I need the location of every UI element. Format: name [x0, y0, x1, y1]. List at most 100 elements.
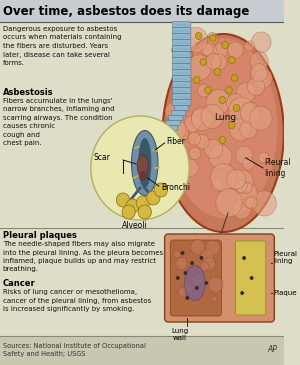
Circle shape — [229, 57, 235, 64]
Circle shape — [253, 191, 276, 216]
Circle shape — [189, 147, 201, 160]
Text: Asbestosis: Asbestosis — [3, 88, 53, 97]
Circle shape — [244, 197, 254, 208]
Ellipse shape — [169, 38, 277, 218]
Text: AP: AP — [267, 346, 277, 354]
Circle shape — [187, 55, 211, 81]
Circle shape — [226, 87, 232, 93]
Circle shape — [236, 146, 253, 164]
Circle shape — [205, 87, 211, 93]
FancyBboxPatch shape — [172, 82, 191, 88]
Circle shape — [204, 281, 208, 285]
Circle shape — [196, 135, 209, 149]
Circle shape — [246, 197, 257, 209]
Text: Fibers accumulate in the lungs'
narrow branches, inflaming and
scarring airways.: Fibers accumulate in the lungs' narrow b… — [3, 98, 114, 146]
Circle shape — [201, 104, 224, 128]
FancyBboxPatch shape — [172, 40, 191, 46]
Circle shape — [212, 296, 217, 302]
Circle shape — [176, 258, 187, 270]
Circle shape — [184, 116, 200, 132]
Circle shape — [172, 166, 189, 184]
Circle shape — [212, 179, 224, 191]
Circle shape — [209, 145, 232, 169]
Circle shape — [254, 68, 272, 88]
Text: Plaque: Plaque — [273, 290, 297, 296]
FancyBboxPatch shape — [0, 0, 284, 22]
Text: Pleural plaques: Pleural plaques — [3, 231, 77, 240]
Circle shape — [227, 94, 244, 112]
Circle shape — [122, 205, 135, 219]
FancyBboxPatch shape — [166, 120, 180, 126]
Circle shape — [186, 51, 193, 58]
Circle shape — [251, 32, 271, 53]
Circle shape — [188, 132, 200, 145]
Text: Pleural
lining: Pleural lining — [264, 158, 291, 178]
Circle shape — [233, 104, 240, 111]
Circle shape — [258, 152, 269, 163]
FancyBboxPatch shape — [170, 240, 221, 316]
FancyBboxPatch shape — [236, 241, 266, 315]
Ellipse shape — [131, 131, 158, 196]
Circle shape — [230, 119, 251, 141]
Ellipse shape — [137, 155, 148, 177]
Circle shape — [191, 109, 207, 126]
Text: Over time, asbestos does its damage: Over time, asbestos does its damage — [3, 4, 249, 18]
FancyBboxPatch shape — [172, 100, 191, 106]
FancyBboxPatch shape — [172, 58, 191, 64]
Text: Cancer: Cancer — [3, 279, 36, 288]
Circle shape — [178, 92, 185, 99]
Circle shape — [222, 42, 229, 49]
Circle shape — [184, 271, 187, 275]
Circle shape — [240, 103, 260, 123]
Circle shape — [172, 46, 178, 54]
Circle shape — [250, 64, 268, 81]
Circle shape — [138, 205, 152, 219]
Text: Bronchi: Bronchi — [161, 184, 190, 192]
Circle shape — [195, 32, 202, 39]
Circle shape — [228, 42, 243, 58]
Circle shape — [178, 288, 186, 296]
Text: Lung
wall: Lung wall — [171, 328, 188, 341]
FancyBboxPatch shape — [172, 76, 191, 82]
FancyBboxPatch shape — [172, 88, 191, 94]
Circle shape — [182, 37, 196, 52]
Circle shape — [195, 286, 199, 290]
Circle shape — [242, 157, 254, 170]
Circle shape — [242, 256, 246, 260]
Circle shape — [147, 191, 160, 205]
Ellipse shape — [184, 265, 205, 300]
FancyBboxPatch shape — [172, 28, 191, 34]
Circle shape — [191, 107, 213, 131]
FancyBboxPatch shape — [172, 64, 191, 70]
Circle shape — [226, 169, 245, 189]
FancyBboxPatch shape — [0, 336, 284, 365]
Circle shape — [165, 102, 182, 121]
Text: Alveoli: Alveoli — [122, 222, 148, 231]
Circle shape — [214, 69, 221, 76]
Circle shape — [229, 97, 253, 123]
Text: Risks of lung cancer or mesothelioma,
cancer of the pleural lining, from asbesto: Risks of lung cancer or mesothelioma, ca… — [3, 289, 151, 312]
FancyBboxPatch shape — [172, 46, 191, 52]
Text: Sources: National Institute of Occupational
Safety and Health; USGS: Sources: National Institute of Occupatio… — [3, 343, 146, 357]
Circle shape — [201, 249, 214, 263]
Circle shape — [211, 164, 236, 191]
Text: The needle-shaped fibers may also migrate
into the pleural lining. As the pleura: The needle-shaped fibers may also migrat… — [3, 241, 163, 273]
Circle shape — [173, 251, 180, 258]
Circle shape — [200, 256, 203, 260]
Circle shape — [216, 189, 242, 216]
FancyBboxPatch shape — [172, 22, 191, 28]
Circle shape — [184, 27, 208, 52]
FancyBboxPatch shape — [172, 111, 186, 115]
Circle shape — [212, 54, 227, 70]
Circle shape — [194, 77, 200, 84]
Circle shape — [181, 251, 184, 255]
Circle shape — [182, 159, 199, 177]
Circle shape — [250, 66, 268, 84]
Text: Fiber: Fiber — [167, 137, 185, 146]
Circle shape — [205, 240, 220, 256]
Circle shape — [206, 89, 230, 115]
Text: Dangerous exposure to asbestos
occurs when materials containing
the fibers are d: Dangerous exposure to asbestos occurs wh… — [3, 26, 121, 66]
Circle shape — [204, 139, 223, 159]
FancyBboxPatch shape — [175, 105, 189, 111]
FancyBboxPatch shape — [165, 234, 274, 322]
